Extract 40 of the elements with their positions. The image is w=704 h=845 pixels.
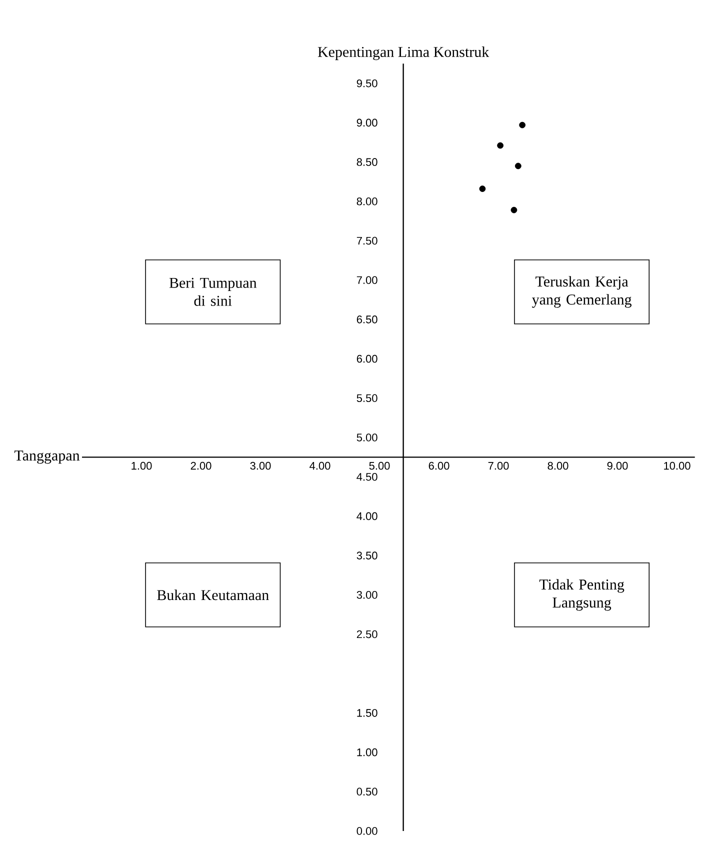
y-tick-label: 9.00 <box>356 118 378 127</box>
y-tick-label: 1.00 <box>357 748 378 756</box>
point <box>519 122 526 128</box>
x-tick-label: 5.00 <box>369 462 390 470</box>
y-tick-label: 8.00 <box>356 198 378 206</box>
y-tick-label: 7.00 <box>356 276 378 284</box>
x-axis-title: Tanggapan <box>14 450 80 464</box>
x-tick-label: 7.00 <box>488 462 509 470</box>
x-tick-label: 6.00 <box>428 462 450 470</box>
y-tick-label: 6.00 <box>356 354 378 363</box>
y-tick-label: 3.00 <box>356 591 378 599</box>
y-tick-label: 5.50 <box>356 394 378 402</box>
x-tick-label: 4.00 <box>310 462 330 470</box>
x-tick-label: 8.00 <box>548 462 568 470</box>
y-tick-label: 4.00 <box>356 512 378 520</box>
y-tick-label: 9.50 <box>356 79 378 88</box>
x-tick-label: 9.00 <box>607 462 628 470</box>
y-tick-label: 2.50 <box>356 630 378 638</box>
annotation: Bukan Keutamaan <box>157 590 269 600</box>
x-tick-label: 3.00 <box>250 462 271 470</box>
x-tick-label: 10.00 <box>664 462 690 470</box>
y-tick-label: 8.50 <box>356 158 378 166</box>
annotation: Beri Tumpuan di sini <box>169 278 257 306</box>
point <box>479 186 486 192</box>
point <box>514 162 522 170</box>
point <box>497 142 504 149</box>
x-tick-label: 2.00 <box>190 462 212 470</box>
annotation: Teruskan Kerja yang Cemerlang <box>532 276 632 308</box>
annotation: Tidak Penting Langsung <box>539 579 624 611</box>
y-tick-label: 5.00 <box>356 434 378 442</box>
y-tick-label: 1.50 <box>357 709 378 717</box>
y-tick-label: 7.50 <box>356 236 378 245</box>
point <box>510 206 518 214</box>
y-tick-label: 0.50 <box>356 788 378 796</box>
y-tick-label: 6.50 <box>356 316 378 324</box>
y-tick-label: 4.50 <box>356 472 378 481</box>
y-tick-label: 3.50 <box>356 552 378 560</box>
y-axis-title: Kepentingan Lima Konstruk <box>318 46 490 60</box>
x-tick-label: 1.00 <box>132 462 152 470</box>
y-tick-label: 0.00 <box>356 827 378 835</box>
